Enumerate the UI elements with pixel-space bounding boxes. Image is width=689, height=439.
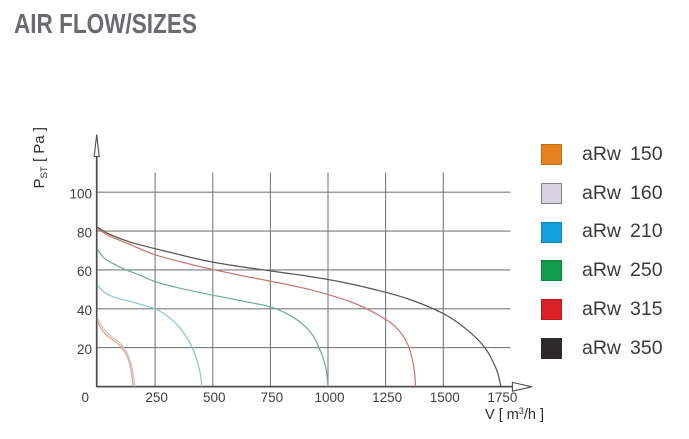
svg-text:250: 250 (145, 390, 168, 405)
svg-text:PST [ Pa ]: PST [ Pa ] (31, 127, 50, 188)
svg-text:40: 40 (77, 303, 92, 318)
svg-text:1500: 1500 (430, 390, 460, 405)
svg-text:100: 100 (69, 186, 92, 201)
svg-text:1000: 1000 (314, 390, 344, 405)
svg-text:V [ m3/h ]: V [ m3/h ] (485, 406, 544, 423)
svg-text:1750: 1750 (487, 390, 517, 405)
svg-text:80: 80 (77, 225, 92, 240)
svg-text:1250: 1250 (372, 390, 402, 405)
svg-text:20: 20 (77, 342, 92, 357)
svg-text:500: 500 (203, 390, 226, 405)
svg-text:750: 750 (261, 390, 284, 405)
svg-text:0: 0 (81, 390, 89, 405)
svg-text:60: 60 (77, 264, 92, 279)
